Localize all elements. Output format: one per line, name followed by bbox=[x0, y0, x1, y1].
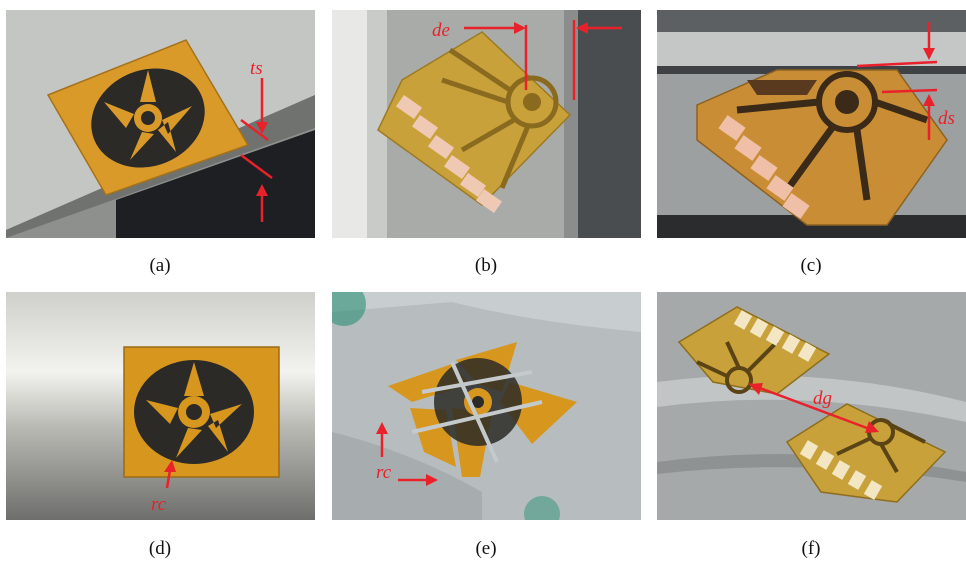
annotation-dg: dg bbox=[813, 388, 832, 409]
caption-f: (f) bbox=[801, 538, 821, 559]
annotation-de: de bbox=[432, 20, 450, 41]
photo-panel-b: de bbox=[332, 10, 641, 238]
sensor-film-e bbox=[388, 342, 577, 477]
sensor-film-f1 bbox=[677, 306, 831, 395]
photo-panel-c: ds bbox=[657, 10, 966, 238]
photo-f: dg bbox=[657, 292, 966, 520]
sensor-film-b bbox=[377, 31, 572, 214]
photo-panel-e: rc bbox=[332, 292, 641, 520]
annotation-rc-d: rc bbox=[151, 494, 167, 515]
photo-panel-f: dg bbox=[657, 292, 966, 520]
caption-b: (b) bbox=[474, 255, 498, 276]
photo-c: ds bbox=[657, 10, 966, 238]
photo-panel-a: ts bbox=[6, 10, 315, 238]
photo-d: rc bbox=[6, 292, 315, 520]
caption-d: (d) bbox=[148, 538, 172, 559]
sensor-film-c bbox=[696, 69, 948, 226]
sensor-film-a bbox=[46, 39, 250, 196]
annotation-rc-e: rc bbox=[376, 462, 392, 483]
photo-panel-d: rc bbox=[6, 292, 315, 520]
photo-e: rc bbox=[332, 292, 641, 520]
caption-e: (e) bbox=[475, 538, 497, 559]
caption-c: (c) bbox=[800, 255, 822, 276]
caption-a: (a) bbox=[149, 255, 171, 276]
annotation-ds: ds bbox=[938, 108, 955, 129]
photo-a: ts bbox=[6, 10, 315, 238]
sensor-film-d bbox=[123, 346, 280, 478]
annotation-ts: ts bbox=[250, 58, 263, 79]
photo-b: de bbox=[332, 10, 641, 238]
